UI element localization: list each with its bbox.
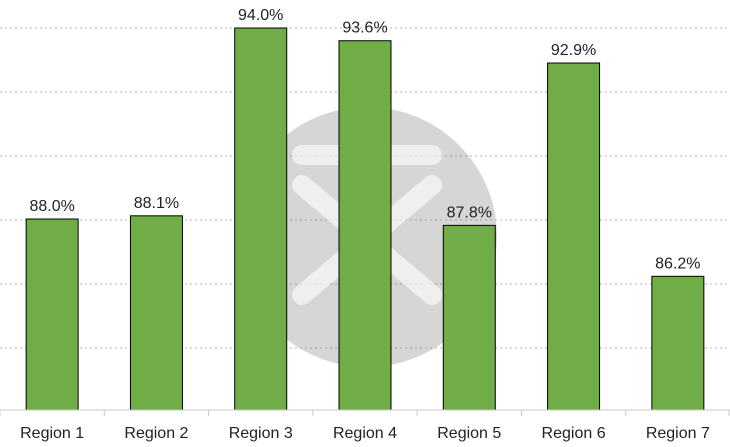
bar-3 bbox=[234, 27, 288, 411]
bar-6 bbox=[547, 62, 601, 411]
bar-7 bbox=[651, 275, 705, 411]
x-axis: Region 1 Region 2 Region 3 Region 4 Region 5… bbox=[0, 409, 730, 442]
data-label-1: 88.0% bbox=[29, 198, 74, 215]
x-tick-label-1: Region 1 bbox=[20, 425, 84, 442]
bar-5 bbox=[442, 224, 496, 411]
x-tick-label-3: Region 3 bbox=[229, 425, 293, 442]
bar-1 bbox=[25, 218, 79, 411]
data-labels: 88.0% 88.1% 94.0% 93.6% 87.8% 92.9% 86.2% bbox=[29, 7, 700, 272]
x-tick-label-5: Region 5 bbox=[437, 425, 501, 442]
x-tick-label-4: Region 4 bbox=[333, 425, 397, 442]
data-label-2: 88.1% bbox=[134, 195, 179, 212]
x-tick-label-6: Region 6 bbox=[542, 425, 606, 442]
x-tick-label-2: Region 2 bbox=[124, 425, 188, 442]
bar-4 bbox=[338, 40, 392, 411]
data-label-5: 87.8% bbox=[447, 204, 492, 221]
bars bbox=[25, 27, 705, 411]
data-label-6: 92.9% bbox=[551, 42, 596, 59]
data-label-7: 86.2% bbox=[655, 255, 700, 272]
bar-2 bbox=[129, 215, 183, 411]
data-label-4: 93.6% bbox=[342, 20, 387, 37]
data-label-3: 94.0% bbox=[238, 7, 283, 24]
x-tick-label-7: Region 7 bbox=[646, 425, 710, 442]
